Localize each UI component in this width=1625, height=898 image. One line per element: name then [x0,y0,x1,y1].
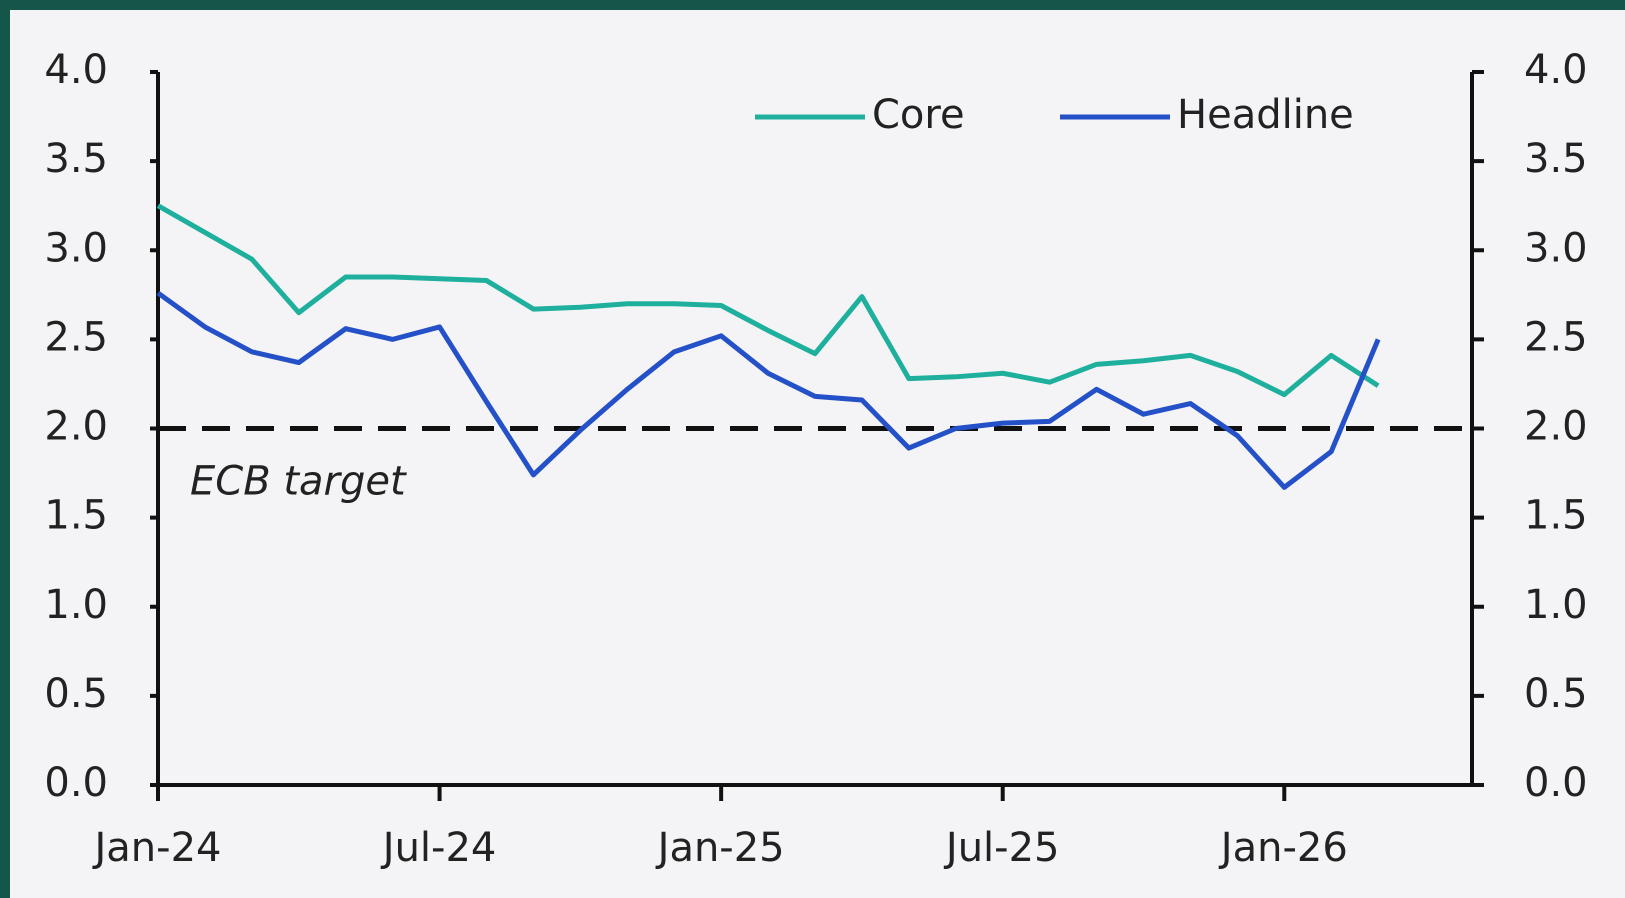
legend-label: Core [872,92,965,138]
x-tick-label: Jan-26 [1218,825,1348,871]
y2-tick-label: 1.0 [1524,582,1588,628]
chart-background [10,10,1625,898]
y2-tick-label: 3.0 [1524,225,1588,271]
y-tick-label: 0.5 [44,671,108,717]
series-line [156,291,1381,490]
x-tick-label: Jan-25 [655,825,785,871]
y-tick-label: 2.5 [44,314,108,360]
y-tick-label: 1.5 [44,493,108,539]
y-tick-label: 3.0 [44,225,108,271]
reference-label: ECB target [190,459,407,505]
legend-label: Headline [1177,92,1354,138]
y-tick-label: 3.5 [44,136,108,182]
x-tick-label: Jul-24 [380,825,497,871]
y-tick-label: 4.0 [44,47,108,93]
x-tick-label: Jul-25 [943,825,1060,871]
x-tick-label: Jan-24 [92,825,222,871]
y2-tick-label: 0.0 [1524,760,1588,806]
y-tick-label: 1.0 [44,582,108,628]
y2-tick-label: 2.0 [1524,404,1588,450]
y-tick-label: 2.0 [44,404,108,450]
y2-tick-label: 3.5 [1524,136,1588,182]
y2-tick-label: 4.0 [1524,47,1588,93]
series-line [156,203,1380,398]
y2-tick-label: 0.5 [1524,671,1588,717]
y2-tick-label: 2.5 [1524,314,1588,360]
y2-tick-label: 1.5 [1524,493,1588,539]
y-tick-label: 0.0 [44,760,108,806]
